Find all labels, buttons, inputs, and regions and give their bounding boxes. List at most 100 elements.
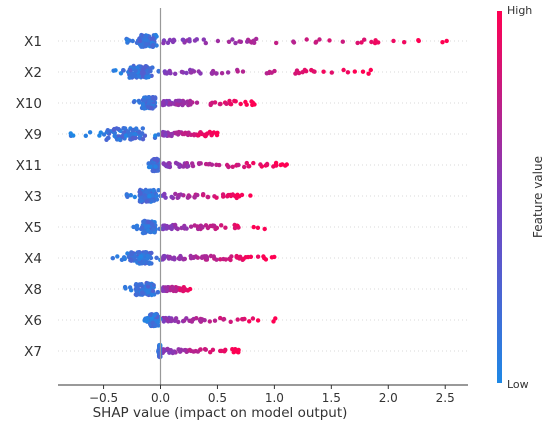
colorbar-title: Feature value [531,156,545,238]
colorbar-low-label: Low [507,378,529,391]
shap-point [177,256,182,262]
x-tick-label: 0.0 [151,391,170,405]
shap-point [151,283,156,288]
shap-point [251,224,256,230]
shap-point [125,38,130,43]
colorbar: High Low Feature value [497,4,545,391]
shap-point [116,126,121,132]
shap-point [173,316,179,321]
shap-point [144,42,149,47]
shap-point [203,40,208,46]
shap-point [134,288,139,294]
shap-point [179,69,184,75]
shap-point [140,230,146,236]
shap-point [273,316,278,321]
feature-label: X7 [24,344,42,360]
shap-point [118,71,124,76]
shap-point [147,99,152,104]
shap-point [154,34,159,39]
shap-point [156,68,161,74]
shap-point [280,162,285,167]
shap-point [376,40,381,45]
shap-point [145,253,150,259]
shap-point [245,39,250,44]
shap-point [198,347,203,352]
shap-point [142,98,147,103]
shap-point [152,313,157,318]
shap-point [402,40,407,45]
shap-point [97,133,102,138]
shap-point [167,254,173,260]
shap-point [208,101,213,106]
shap-point [284,162,289,167]
shap-point [146,284,151,289]
shap-point [161,161,166,166]
shap-point [141,70,146,76]
shap-point [105,128,111,133]
feature-label: X10 [16,96,42,112]
shap-point [134,282,139,287]
shap-point [241,256,246,262]
x-axis: −0.5 0.0 0.5 1.0 1.5 2.0 2.5 [58,384,468,405]
shap-point [248,254,254,259]
shap-point [202,347,208,352]
shap-point [224,101,229,107]
shap-point [224,162,230,168]
shap-point [155,290,160,295]
shap-point [128,132,133,137]
shap-point [258,162,263,167]
shap-point [296,70,302,76]
shap-point [150,198,155,203]
colorbar-high-label: High [507,4,532,17]
shap-point [248,39,253,44]
shap-point [215,38,221,44]
shap-point [186,163,191,169]
shap-point [274,40,279,46]
shap-point [172,38,177,43]
shap-point [148,66,153,71]
shap-point [195,192,200,198]
shap-point [212,223,217,228]
shap-point [207,319,212,324]
shap-point [154,255,159,260]
shap-point [137,100,142,105]
shap-point [134,292,139,298]
shap-point [255,318,261,323]
shap-point [195,224,200,229]
x-tick-label: −0.5 [89,391,118,405]
shap-point [157,226,162,232]
shap-point [184,70,189,76]
shap-point [148,312,153,317]
shap-point [200,254,205,259]
shap-point [177,98,183,104]
shap-point [230,37,235,42]
shap-point [127,285,133,290]
shap-point [167,101,172,106]
shap-point [167,350,172,355]
shap-point [209,133,214,138]
shap-point [138,191,143,196]
shap-point [214,257,219,262]
shap-point [359,40,364,45]
shap-point [369,39,374,45]
shap-point [314,39,319,44]
shap-point [237,39,242,44]
shap-point [161,100,166,105]
shap-point [68,131,73,136]
shap-point [132,194,137,200]
shap-point [240,317,246,322]
shap-point [151,188,156,193]
dots-layer [68,32,449,360]
shap-point [150,227,156,232]
shap-point [247,319,252,324]
shap-point [142,34,148,39]
shap-point [327,38,332,43]
shap-point [340,39,345,44]
shap-point [175,226,180,232]
shap-point [149,292,154,298]
shap-point [146,74,151,80]
shap-point [187,347,192,353]
shap-point [130,38,135,44]
shap-point [106,135,111,141]
shap-point [228,319,233,324]
